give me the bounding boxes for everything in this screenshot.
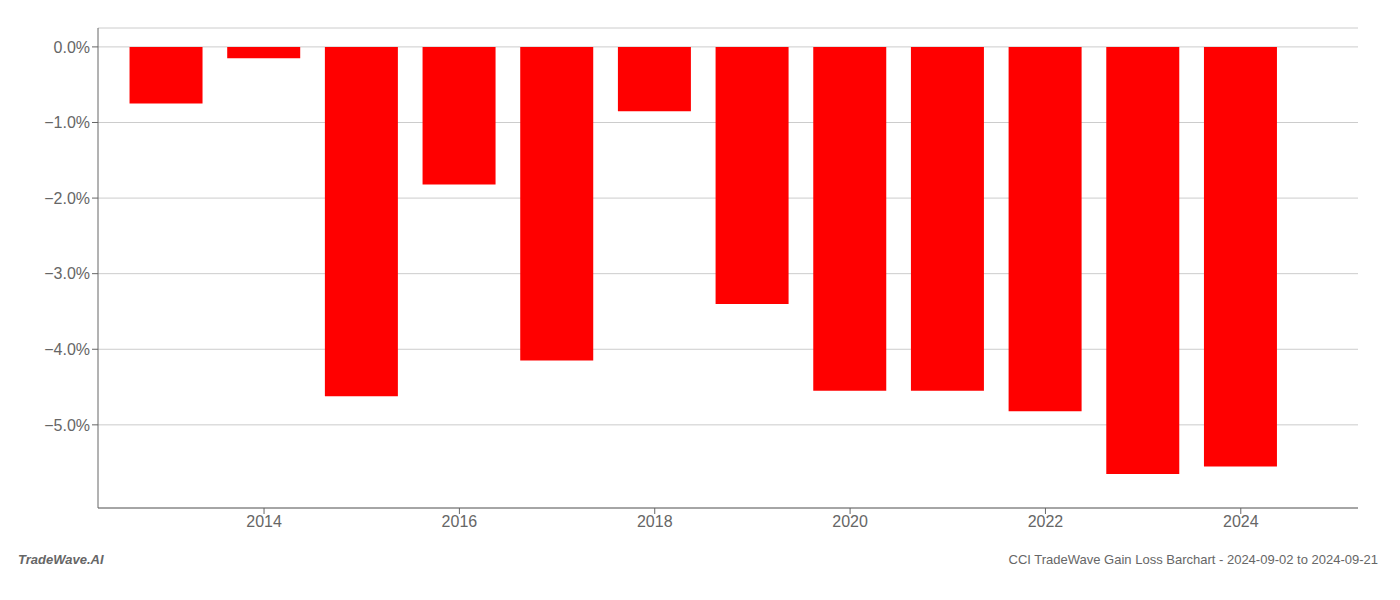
svg-text:2018: 2018 xyxy=(637,513,673,530)
svg-text:2014: 2014 xyxy=(246,513,282,530)
svg-text:−3.0%: −3.0% xyxy=(44,265,90,282)
html-text:CCI TradeWave Gain Loss Barcha: CCI TradeWave Gain Loss Barchart - 2024-… xyxy=(1008,552,1378,567)
svg-text:2020: 2020 xyxy=(832,513,868,530)
svg-text:2022: 2022 xyxy=(1028,513,1064,530)
svg-text:−4.0%: −4.0% xyxy=(44,341,90,358)
html-text:TradeWave.AI: TradeWave.AI xyxy=(18,552,104,567)
svg-text:−2.0%: −2.0% xyxy=(44,190,90,207)
svg-text:−5.0%: −5.0% xyxy=(44,417,90,434)
svg-text:2024: 2024 xyxy=(1223,513,1259,530)
svg-text:2016: 2016 xyxy=(442,513,478,530)
svg-text:−1.0%: −1.0% xyxy=(44,114,90,131)
svg-text:0.0%: 0.0% xyxy=(54,39,90,56)
